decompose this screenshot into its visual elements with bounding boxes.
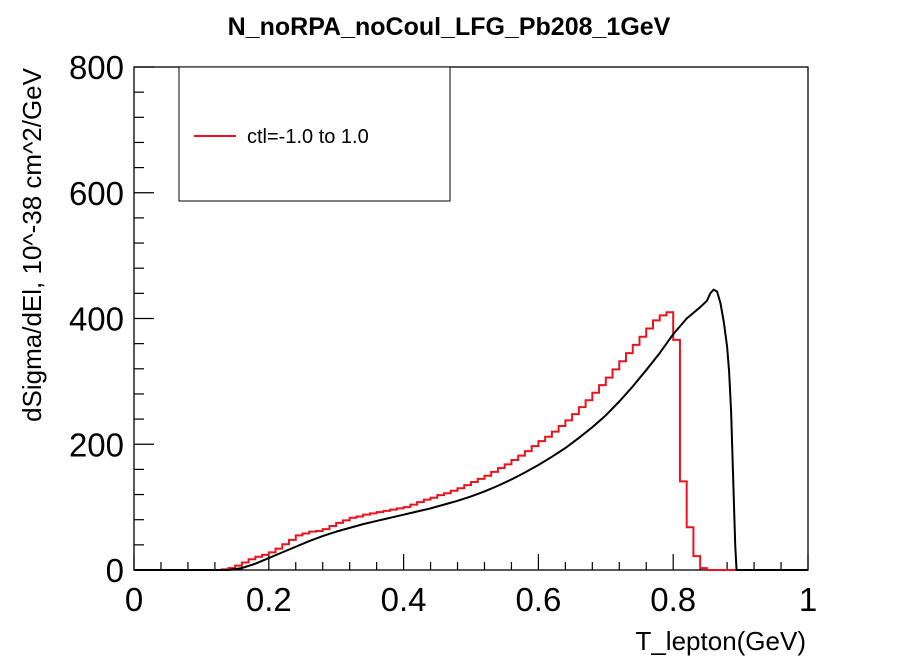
- x-tick-label: 0.4: [381, 581, 427, 618]
- y-tick-label: 200: [69, 426, 124, 463]
- y-tick-label: 600: [69, 175, 124, 212]
- y-tick-label: 0: [106, 552, 124, 589]
- y-tick-label: 800: [69, 49, 124, 86]
- chart-title: N_noRPA_noCoul_LFG_Pb208_1GeV: [228, 13, 671, 41]
- legend-entry-label: ctl=-1.0 to 1.0: [247, 126, 369, 148]
- axis-tick-labels: 0 0.2 0.4 0.6 0.8 1 0 200 400 600 800: [69, 49, 817, 618]
- x-axis-title: T_lepton(GeV): [635, 626, 806, 656]
- legend-box: [178, 66, 451, 202]
- y-tick-label: 400: [69, 301, 124, 338]
- x-tick-label: 0.8: [650, 581, 696, 618]
- curve-series: [134, 288, 808, 571]
- x-tick-label: 1: [799, 581, 817, 618]
- plot-data: [134, 288, 808, 571]
- y-axis-title: dSigma/dEl, 10^-38 cm^2/GeV: [17, 67, 47, 422]
- histogram-series: [134, 311, 808, 571]
- x-tick-label: 0: [125, 581, 143, 618]
- x-tick-label: 0.6: [515, 581, 561, 618]
- legend: ctl=-1.0 to 1.0: [178, 66, 451, 202]
- x-tick-label: 0.2: [246, 581, 292, 618]
